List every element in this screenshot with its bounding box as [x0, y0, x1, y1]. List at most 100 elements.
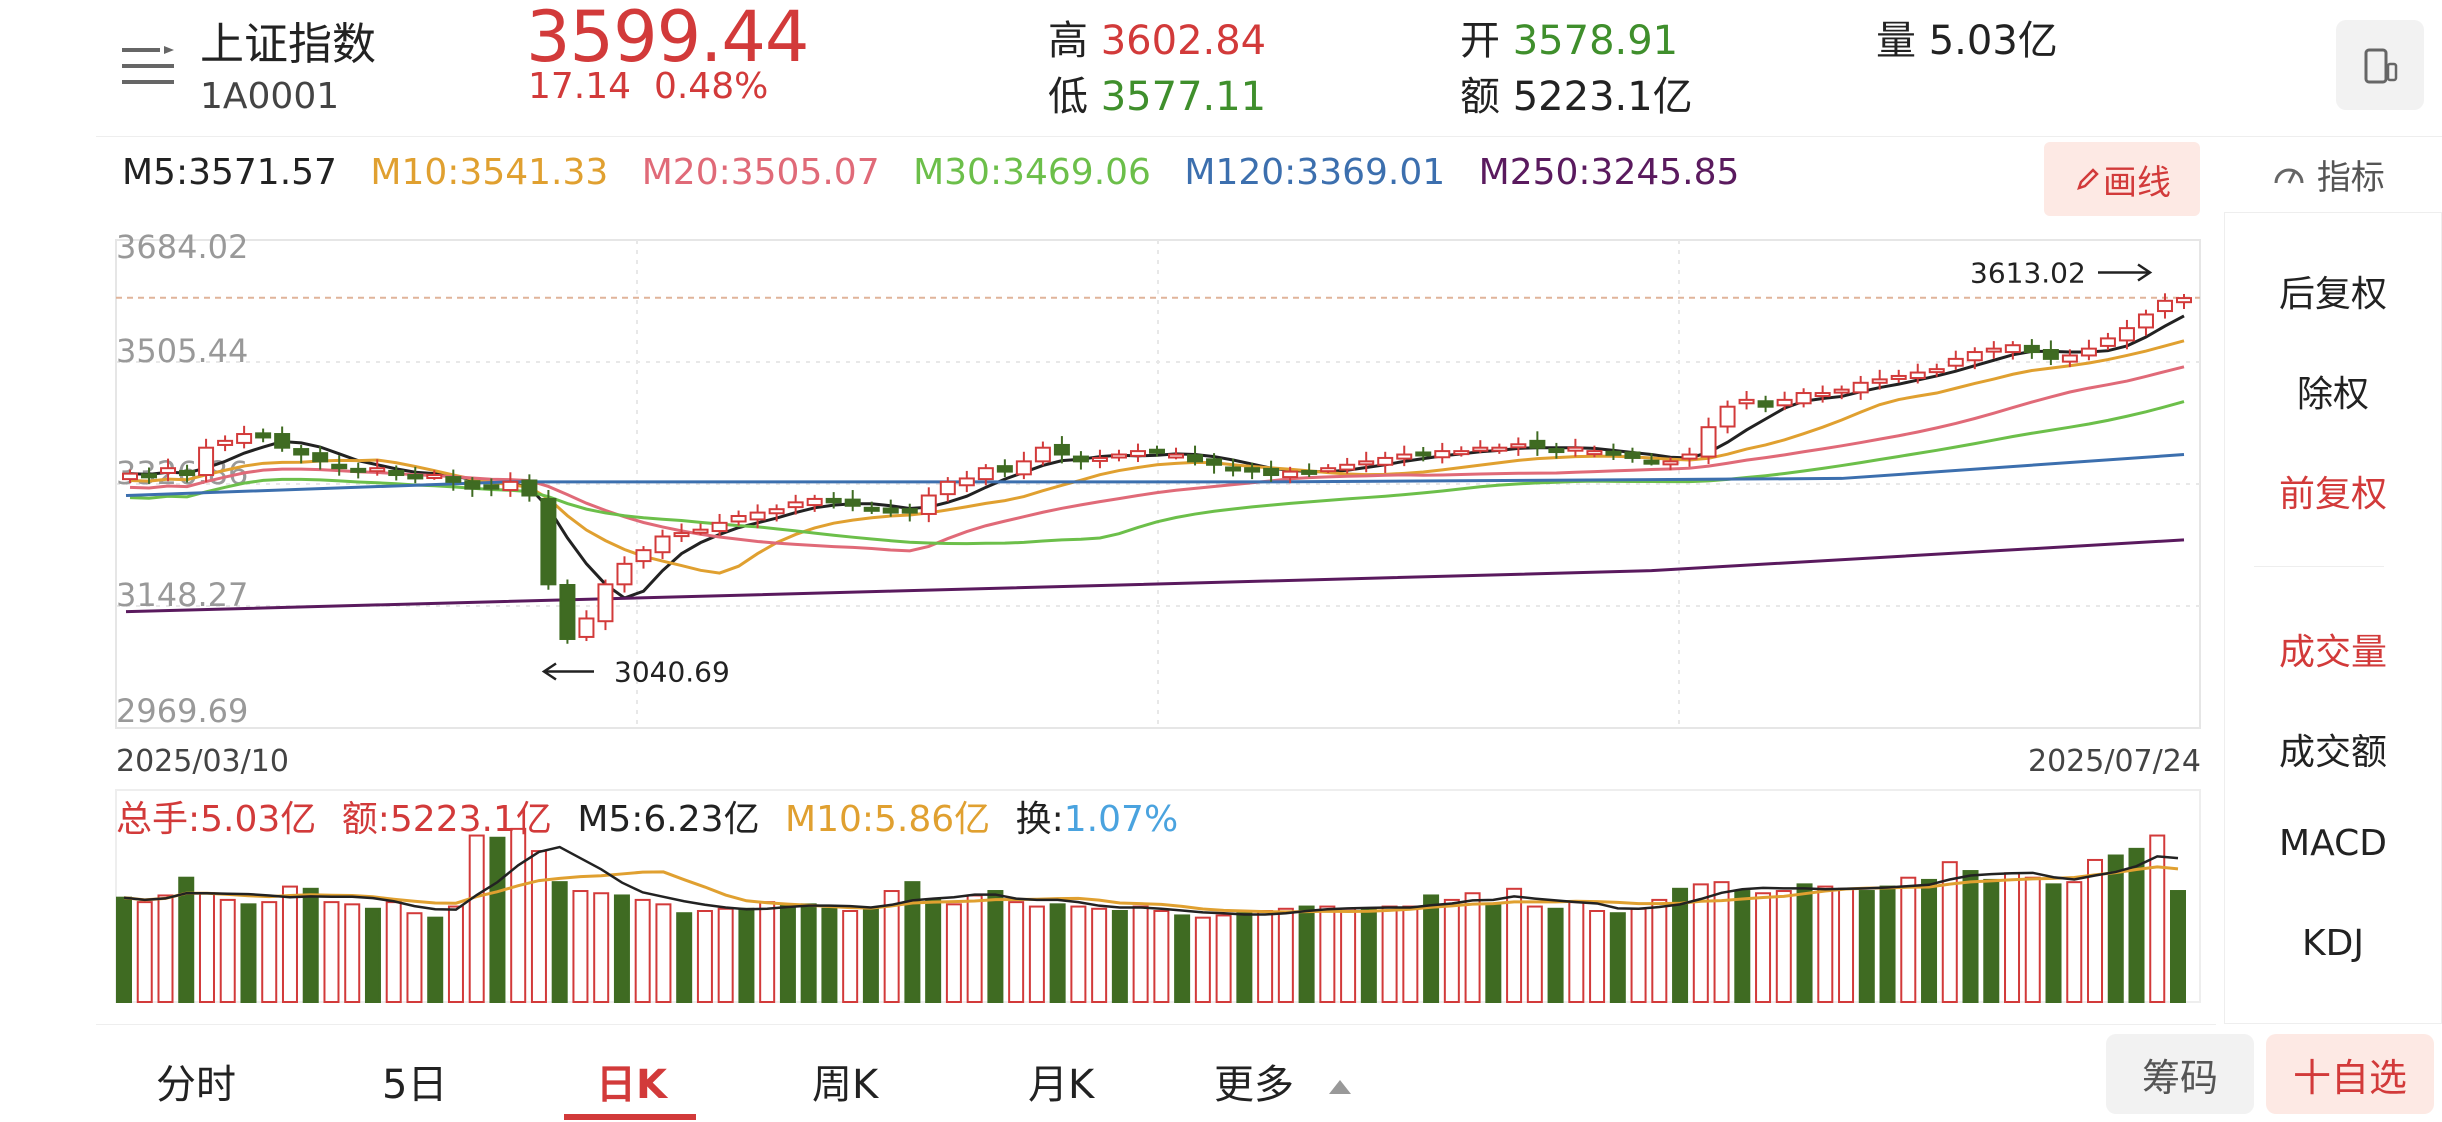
- volume-bar: [1008, 901, 1025, 1003]
- volume-bar: [1506, 887, 1523, 1003]
- volume-bar: [1921, 878, 1938, 1003]
- active-tab-indicator: [564, 1114, 696, 1120]
- candle-body: [578, 617, 595, 638]
- side-item-pre-adjust[interactable]: 前复权: [2278, 474, 2387, 515]
- candle-body: [1757, 400, 1774, 408]
- high-mark-label: 3613.02: [1970, 257, 2086, 290]
- volume-bar: [1277, 907, 1294, 1004]
- volume-bar: [2004, 872, 2021, 1004]
- tab-monthly-k[interactable]: 月K: [1028, 1062, 1095, 1108]
- low-mark-arrowhead: [541, 662, 557, 681]
- volume-bar: [323, 901, 340, 1003]
- price-change: 17.14 0.48%: [528, 66, 768, 107]
- candle-body: [1206, 458, 1223, 466]
- volume-bar: [1775, 890, 1792, 1004]
- volume-bar: [1713, 881, 1730, 1004]
- tab-daily-k[interactable]: 日K: [596, 1062, 667, 1108]
- chips-button[interactable]: 筹码: [2106, 1034, 2254, 1114]
- ma30-label: M30:3469.06: [913, 152, 1151, 193]
- candles: [122, 293, 2192, 644]
- landscape-toggle-button[interactable]: [2336, 20, 2424, 110]
- candle-body: [141, 473, 158, 479]
- candle-body: [502, 480, 519, 492]
- volume-bar: [655, 903, 672, 1004]
- volume-bar: [2170, 890, 2186, 1004]
- candle-body: [996, 465, 1013, 473]
- volume-bar: [1340, 907, 1357, 1004]
- candle-body: [540, 497, 557, 586]
- candle-body: [445, 476, 462, 483]
- candle-body: [179, 469, 196, 477]
- candle-body: [1015, 460, 1032, 476]
- side-item-ex-rights[interactable]: 除权: [2296, 374, 2369, 415]
- candle-body: [388, 469, 405, 477]
- volume-m10: M10:5.86亿: [785, 799, 991, 840]
- volume-bar: [2024, 876, 2041, 1004]
- volume-bar: [1547, 907, 1564, 1004]
- volume-bar: [1319, 905, 1336, 1003]
- side-item-post-adjust[interactable]: 后复权: [2278, 274, 2387, 315]
- tab-intraday[interactable]: 分时: [156, 1062, 236, 1108]
- add-watchlist-button[interactable]: 十自选: [2266, 1034, 2434, 1114]
- tab-more[interactable]: 更多: [1214, 1052, 1355, 1110]
- low-label: 低: [1048, 74, 1088, 120]
- side-item-volume[interactable]: 成交量: [2278, 632, 2387, 673]
- candle-body: [1110, 453, 1127, 459]
- candle-body: [1681, 453, 1698, 460]
- candle-body: [1434, 450, 1451, 459]
- ma5-label: M5:3571.57: [122, 152, 337, 193]
- side-item-macd[interactable]: MACD: [2279, 823, 2387, 864]
- volume-bar: [593, 892, 610, 1003]
- tab-weekly-k[interactable]: 周K: [812, 1062, 879, 1108]
- candle-body: [2080, 347, 2097, 357]
- candle-body: [1168, 453, 1185, 459]
- open-label: 开: [1460, 18, 1500, 64]
- volume-bar: [1485, 903, 1502, 1004]
- tab-5day[interactable]: 5日: [382, 1062, 448, 1108]
- candle-body: [1415, 451, 1432, 457]
- candle-body: [255, 432, 272, 439]
- ma-line: [129, 339, 2185, 575]
- volume-bar: [1879, 885, 1896, 1004]
- volume-bar: [116, 896, 132, 1003]
- volume-bar: [925, 898, 942, 1004]
- candle-body: [2004, 344, 2021, 354]
- volume-bar: [364, 907, 381, 1004]
- volume-bar: [2128, 847, 2145, 1003]
- volume-bar: [489, 836, 506, 1003]
- candle-body: [1890, 374, 1907, 380]
- candle-body: [464, 480, 481, 490]
- side-item-amount[interactable]: 成交额: [2278, 732, 2387, 773]
- side-item-kdj[interactable]: KDJ: [2302, 923, 2364, 964]
- open-stat: 开 3578.91: [1460, 8, 1678, 66]
- volume-bar: [406, 912, 423, 1003]
- candle-body: [1567, 446, 1584, 452]
- candle-body: [198, 446, 215, 477]
- candle-body: [673, 532, 690, 538]
- candle-body: [483, 484, 500, 490]
- draw-line-button[interactable]: 画线: [2044, 142, 2200, 216]
- candle-body: [122, 472, 138, 481]
- low-stat: 低 3577.11: [1048, 64, 1266, 122]
- indicator-button[interactable]: 指标: [2272, 150, 2385, 199]
- draw-line-label: 画线: [2103, 162, 2171, 203]
- phone-rotate-icon: [2364, 48, 2398, 84]
- change-percent: 0.48%: [653, 66, 769, 107]
- candle-body: [236, 433, 253, 444]
- volume-bar: [1257, 910, 1274, 1003]
- volume-stat: 量 5.03亿: [1876, 8, 2058, 66]
- candle-body: [1339, 463, 1356, 471]
- volume-bar: [1111, 910, 1128, 1003]
- volume-bar: [1858, 890, 1875, 1004]
- candle-body: [1928, 368, 1945, 374]
- volume-bar: [1360, 907, 1377, 1004]
- volume-bar: [904, 881, 921, 1004]
- volume-bar: [261, 901, 278, 1003]
- candle-body: [1605, 450, 1622, 456]
- volume-ma5-line: [123, 845, 2179, 916]
- menu-icon[interactable]: [120, 44, 176, 90]
- candle-body: [901, 508, 918, 514]
- candle-body: [844, 498, 861, 507]
- volume-bar: [945, 903, 962, 1004]
